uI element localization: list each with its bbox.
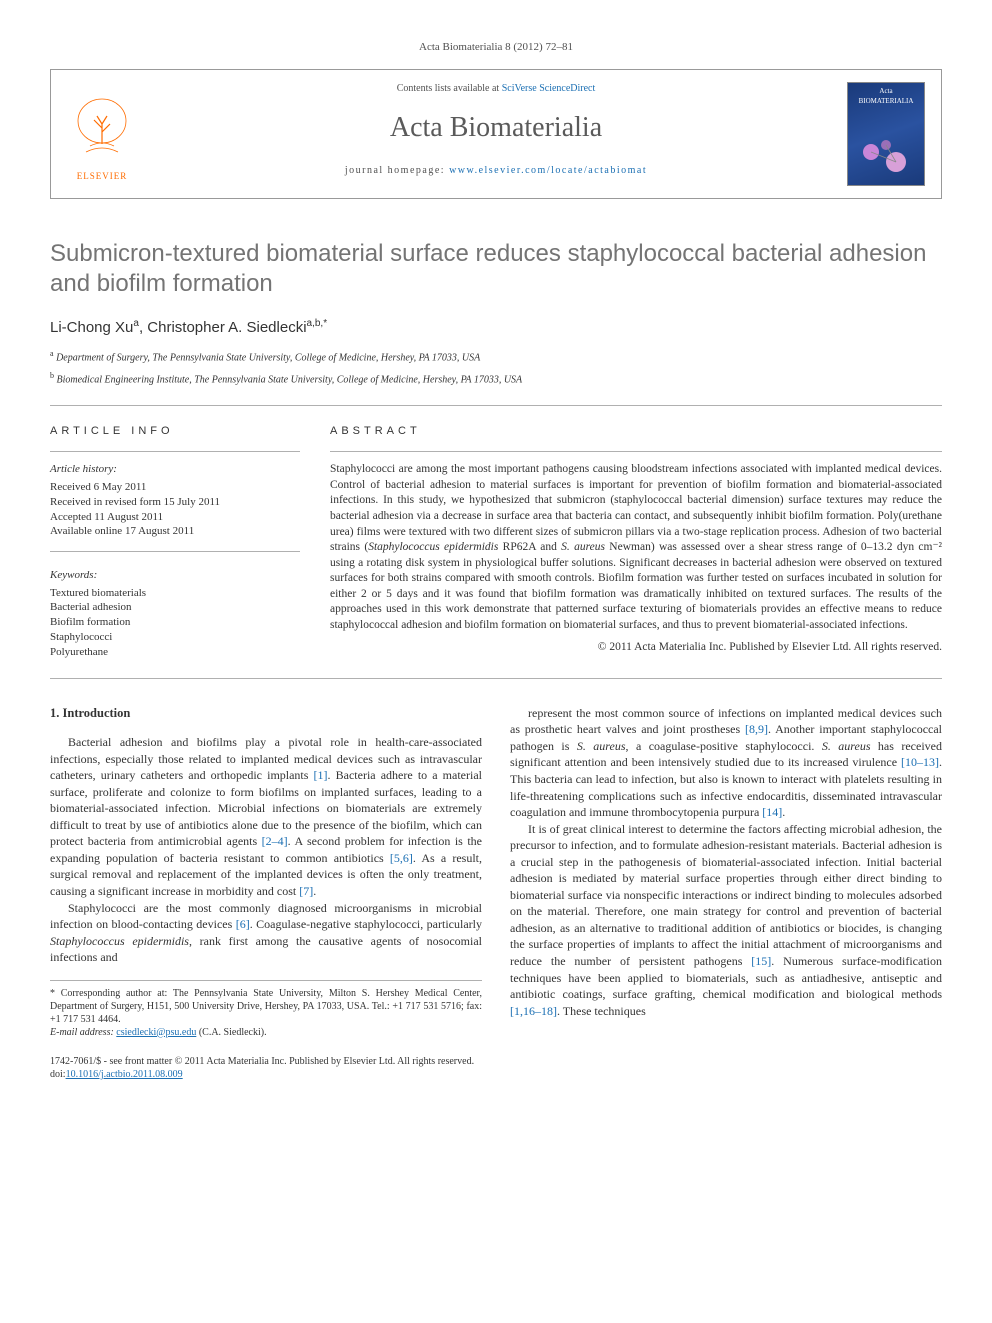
page-footer: 1742-7061/$ - see front matter © 2011 Ac… (50, 1055, 942, 1081)
journal-reference: Acta Biomaterialia 8 (2012) 72–81 (50, 40, 942, 55)
abstract-text: Staphylococci are among the most importa… (330, 462, 942, 633)
body-paragraph: Bacterial adhesion and biofilms play a p… (50, 734, 482, 899)
affiliation: a Department of Surgery, The Pennsylvani… (50, 348, 942, 365)
journal-cover-thumbnail: Acta BIOMATERIALIA (847, 82, 925, 186)
journal-homepage-line: journal homepage: www.elsevier.com/locat… (167, 164, 825, 178)
history-item: Received in revised form 15 July 2011 (50, 495, 300, 510)
email-label: E-mail address: (50, 1027, 114, 1038)
article-title: Submicron-textured biomaterial surface r… (50, 239, 942, 299)
divider (50, 405, 942, 406)
contents-available-line: Contents lists available at SciVerse Sci… (167, 82, 825, 96)
cover-graphic-icon (856, 137, 916, 177)
keyword-item: Textured biomaterials (50, 586, 300, 601)
journal-homepage-link[interactable]: www.elsevier.com/locate/actabiomat (449, 165, 647, 176)
history-item: Available online 17 August 2011 (50, 524, 300, 539)
keyword-item: Biofilm formation (50, 615, 300, 630)
journal-header-box: ELSEVIER Acta BIOMATERIALIA Contents lis… (50, 69, 942, 199)
authors-line: Li-Chong Xua, Christopher A. Siedleckia,… (50, 317, 942, 338)
corresponding-author-footnote: * Corresponding author at: The Pennsylva… (50, 980, 482, 1039)
history-label: Article history: (50, 462, 300, 477)
publisher-logo: ELSEVIER (67, 82, 137, 182)
abstract-column: ABSTRACT Staphylococci are among the mos… (330, 424, 942, 660)
sciencedirect-link[interactable]: SciVerse ScienceDirect (502, 83, 596, 94)
email-suffix: (C.A. Siedlecki). (199, 1027, 267, 1038)
section-heading-introduction: 1. Introduction (50, 705, 482, 722)
info-abstract-row: ARTICLE INFO Article history: Received 6… (50, 424, 942, 660)
article-info-label: ARTICLE INFO (50, 424, 300, 439)
body-two-columns: 1. Introduction Bacterial adhesion and b… (50, 705, 942, 1039)
body-paragraph: represent the most common source of infe… (510, 705, 942, 821)
journal-name: Acta Biomaterialia (167, 108, 825, 147)
corresponding-text: * Corresponding author at: The Pennsylva… (50, 987, 482, 1026)
divider (50, 678, 942, 679)
footer-doi: doi:10.1016/j.actbio.2011.08.009 (50, 1068, 942, 1081)
footer-copyright: 1742-7061/$ - see front matter © 2011 Ac… (50, 1055, 942, 1068)
doi-link[interactable]: 10.1016/j.actbio.2011.08.009 (66, 1069, 183, 1080)
divider (330, 451, 942, 452)
history-item: Accepted 11 August 2011 (50, 510, 300, 525)
keyword-item: Staphylococci (50, 630, 300, 645)
divider (50, 551, 300, 552)
header-center: Contents lists available at SciVerse Sci… (167, 82, 825, 177)
article-info-column: ARTICLE INFO Article history: Received 6… (50, 424, 300, 660)
publisher-name: ELSEVIER (77, 170, 128, 183)
keyword-item: Bacterial adhesion (50, 600, 300, 615)
elsevier-tree-icon (72, 96, 132, 166)
keywords-label: Keywords: (50, 568, 300, 583)
history-item: Received 6 May 2011 (50, 480, 300, 495)
keyword-item: Polyurethane (50, 645, 300, 660)
abstract-copyright: © 2011 Acta Materialia Inc. Published by… (330, 639, 942, 655)
corresponding-email-link[interactable]: csiedlecki@psu.edu (116, 1027, 196, 1038)
body-paragraph: Staphylococci are the most commonly diag… (50, 900, 482, 966)
body-paragraph: It is of great clinical interest to dete… (510, 821, 942, 1020)
abstract-label: ABSTRACT (330, 424, 942, 439)
affiliation: b Biomedical Engineering Institute, The … (50, 370, 942, 387)
divider (50, 451, 300, 452)
